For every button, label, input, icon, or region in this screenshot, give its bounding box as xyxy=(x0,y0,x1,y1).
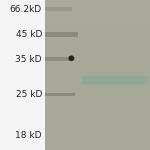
Text: 66.2kD: 66.2kD xyxy=(10,4,42,14)
Bar xyxy=(45,57,75,61)
Text: 35 kD: 35 kD xyxy=(15,56,42,64)
Bar xyxy=(45,93,75,96)
Bar xyxy=(45,32,78,37)
Bar xyxy=(45,0,150,150)
FancyBboxPatch shape xyxy=(82,76,148,85)
Bar xyxy=(45,0,150,22)
Text: 45 kD: 45 kD xyxy=(16,30,42,39)
Bar xyxy=(45,7,72,11)
Text: 25 kD: 25 kD xyxy=(16,90,42,99)
Circle shape xyxy=(69,56,73,60)
Text: 18 kD: 18 kD xyxy=(15,130,42,140)
